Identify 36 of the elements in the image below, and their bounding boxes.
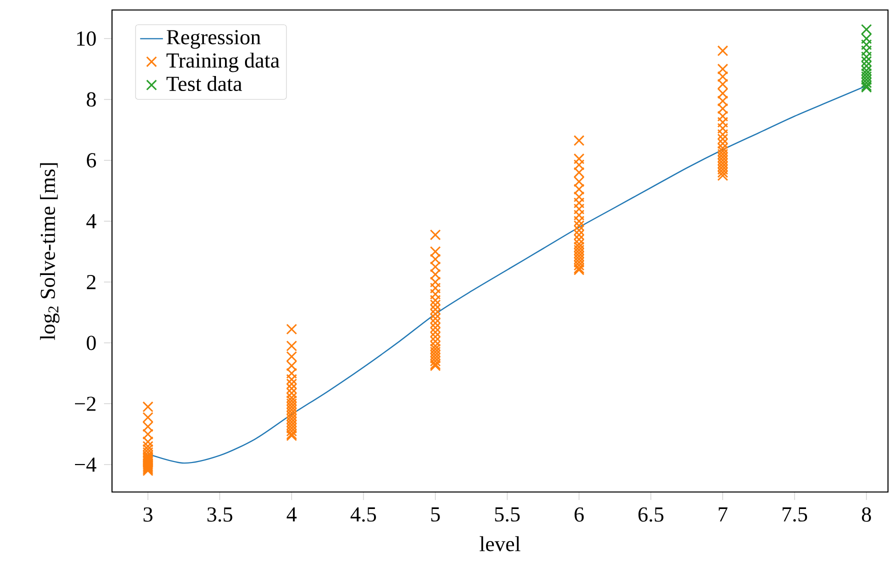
x-axis-title: level	[480, 536, 520, 552]
y-tick-label: 10	[77, 31, 96, 46]
x-tick-label: 6	[574, 507, 584, 522]
point	[860, 65, 872, 76]
y-tick-label: −2	[75, 396, 96, 411]
y-tick-label: 4	[86, 214, 96, 228]
x-tick-label: 7.5	[782, 507, 808, 522]
point	[860, 60, 872, 72]
x-tick-label: 7	[718, 507, 728, 522]
point	[860, 56, 872, 67]
x-tick-label: 3	[144, 507, 152, 522]
point	[860, 45, 872, 56]
y-tick-label: 8	[86, 92, 96, 107]
point	[860, 24, 872, 35]
point	[860, 39, 872, 50]
y-tick-label: 6	[86, 153, 96, 168]
legend-label: Test data	[166, 76, 242, 92]
legend-label: Training data	[166, 52, 280, 72]
x-tick-label: 5.5	[495, 507, 520, 522]
y-axis-title: log$_{2}$ Solve-time [ms]	[40, 163, 60, 340]
point	[860, 71, 872, 82]
x-tick-label: 6.5	[638, 507, 664, 522]
point	[860, 33, 872, 44]
point	[860, 51, 872, 62]
y-tick-label: −4	[75, 458, 96, 472]
x-tick-label: 4.5	[350, 507, 376, 522]
point	[860, 77, 872, 88]
point	[860, 68, 872, 80]
x-tick-label: 3.5	[207, 507, 232, 522]
x-tick-label: 4	[286, 507, 297, 522]
x-tick-label: 8	[862, 507, 871, 522]
point	[860, 74, 872, 86]
legend-label: Regression	[166, 30, 261, 49]
y-tick-label: 0	[86, 336, 96, 350]
x-tick-label: 5	[431, 507, 440, 522]
y-tick-label: 2	[86, 274, 96, 290]
